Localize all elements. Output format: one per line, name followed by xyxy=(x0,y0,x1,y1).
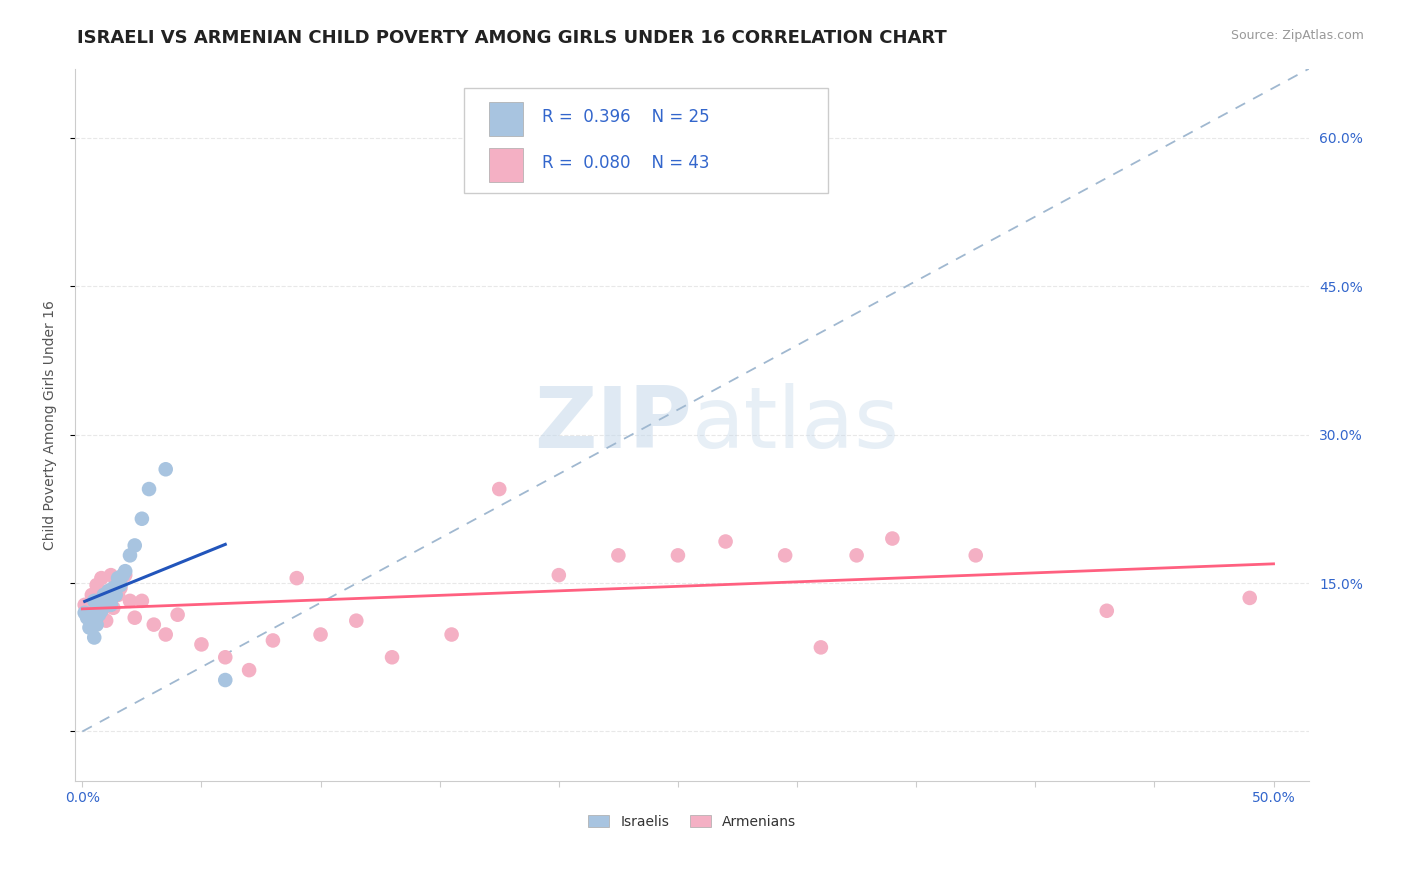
Point xyxy=(80,588,103,602)
Point xyxy=(87,607,110,622)
Point xyxy=(79,607,101,622)
Point xyxy=(114,568,136,582)
Point xyxy=(138,482,160,496)
Point xyxy=(87,588,110,602)
Point xyxy=(83,594,105,608)
Point xyxy=(166,607,188,622)
Y-axis label: Child Poverty Among Girls Under 16: Child Poverty Among Girls Under 16 xyxy=(44,300,58,549)
Point xyxy=(114,564,136,578)
Point xyxy=(214,673,236,687)
Point xyxy=(118,594,141,608)
Point xyxy=(810,640,832,655)
Point xyxy=(440,627,463,641)
Text: ISRAELI VS ARMENIAN CHILD POVERTY AMONG GIRLS UNDER 16 CORRELATION CHART: ISRAELI VS ARMENIAN CHILD POVERTY AMONG … xyxy=(77,29,948,46)
Point xyxy=(285,571,308,585)
Point xyxy=(103,600,125,615)
Point xyxy=(90,604,112,618)
Point xyxy=(107,571,129,585)
Text: R =  0.396    N = 25: R = 0.396 N = 25 xyxy=(541,109,709,127)
Point xyxy=(80,607,103,622)
Point xyxy=(238,663,260,677)
Point xyxy=(100,568,122,582)
Text: ZIP: ZIP xyxy=(534,384,692,467)
Point xyxy=(79,621,101,635)
Point xyxy=(73,598,96,612)
FancyBboxPatch shape xyxy=(489,102,523,136)
Point xyxy=(94,596,117,610)
Point xyxy=(97,584,120,599)
Point xyxy=(110,581,132,595)
Point xyxy=(344,614,367,628)
FancyBboxPatch shape xyxy=(489,147,523,182)
Point xyxy=(214,650,236,665)
Point xyxy=(110,578,132,592)
Point xyxy=(488,482,510,496)
FancyBboxPatch shape xyxy=(464,87,828,194)
Point xyxy=(142,617,165,632)
Point xyxy=(111,568,134,582)
Text: atlas: atlas xyxy=(692,384,900,467)
Point xyxy=(714,534,737,549)
Legend: Israelis, Armenians: Israelis, Armenians xyxy=(583,809,801,835)
Point xyxy=(93,588,115,602)
Point xyxy=(90,571,112,585)
Point xyxy=(76,610,98,624)
Point xyxy=(131,594,153,608)
Point xyxy=(155,462,177,476)
Point xyxy=(86,578,108,592)
Point xyxy=(83,631,105,645)
Point xyxy=(104,588,127,602)
Point xyxy=(103,581,125,595)
Point xyxy=(309,627,332,641)
Point xyxy=(83,610,105,624)
Point xyxy=(882,532,904,546)
Point xyxy=(107,588,129,602)
Point xyxy=(155,627,177,641)
Point xyxy=(666,549,689,563)
Text: R =  0.080    N = 43: R = 0.080 N = 43 xyxy=(541,154,709,172)
Point xyxy=(97,584,120,599)
Point xyxy=(965,549,987,563)
Point xyxy=(1239,591,1261,605)
Text: Source: ZipAtlas.com: Source: ZipAtlas.com xyxy=(1230,29,1364,42)
Point xyxy=(100,598,122,612)
Point xyxy=(1095,604,1118,618)
Point xyxy=(86,617,108,632)
Point xyxy=(94,614,117,628)
Point xyxy=(607,549,630,563)
Point xyxy=(773,549,796,563)
Point xyxy=(131,512,153,526)
Point xyxy=(190,637,212,651)
Point xyxy=(262,633,284,648)
Point xyxy=(93,600,115,615)
Point xyxy=(381,650,404,665)
Point xyxy=(547,568,569,582)
Point xyxy=(104,578,127,592)
Point xyxy=(73,606,96,620)
Point xyxy=(118,549,141,563)
Point xyxy=(124,539,146,553)
Point xyxy=(124,610,146,624)
Point xyxy=(845,549,868,563)
